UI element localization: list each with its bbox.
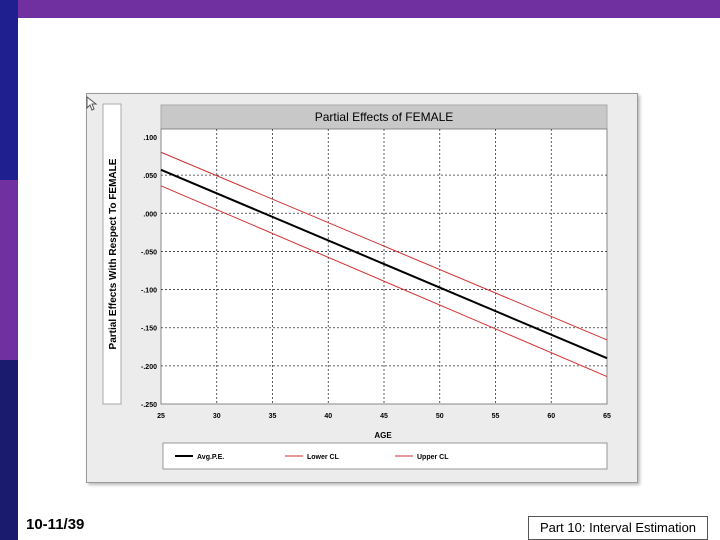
top-bar: [0, 0, 720, 18]
x-tick-label: 30: [213, 413, 221, 420]
x-tick-label: 40: [324, 413, 332, 420]
slide-number: 10-11/39: [26, 516, 85, 533]
y-tick-label: -.100: [141, 288, 157, 295]
y-tick-label: .100: [143, 135, 157, 142]
series-lines: [160, 151, 608, 377]
legend: Avg.P.E. Lower CL Upper CL: [175, 454, 449, 461]
x-tick-labels: 25 30 35 40 45 50 55 60 65: [157, 413, 611, 420]
series-line-lower-cl: [160, 185, 608, 377]
series-line-avg-p-e-: [160, 168, 608, 360]
sidebar-block-top: [0, 0, 18, 180]
legend-entry: Upper CL: [417, 454, 449, 461]
y-tick-label: -.150: [141, 326, 157, 333]
x-tick-label: 35: [269, 413, 277, 420]
x-tick-label: 50: [436, 413, 444, 420]
x-tick-label: 45: [380, 413, 388, 420]
chart-title-bar: [160, 104, 608, 130]
legend-entry: Lower CL: [307, 454, 340, 461]
y-axis-label-panel: [102, 103, 122, 405]
y-tick-label: -.200: [141, 364, 157, 371]
y-tick-label: -.050: [141, 249, 157, 256]
x-tick-label: 55: [492, 413, 500, 420]
mouse-pointer-icon: [86, 96, 98, 111]
chart-svg: Partial Effects With Respect To FEMALE P…: [102, 103, 611, 470]
legend-entry: Avg.P.E.: [197, 454, 224, 461]
chart-title: Partial Effects of FEMALE: [315, 110, 454, 124]
y-tick-label: -.250: [141, 402, 157, 409]
x-axis-label: AGE: [374, 431, 392, 440]
x-tick-label: 25: [157, 413, 165, 420]
chart-window: Partial Effects With Respect To FEMALE P…: [86, 93, 638, 483]
x-tick-label: 65: [603, 413, 611, 420]
y-axis-label: Partial Effects With Respect To FEMALE: [108, 158, 119, 349]
x-tick-label: 60: [547, 413, 555, 420]
legend-box: [162, 442, 608, 470]
left-sidebar: [0, 0, 18, 540]
y-tick-label: .000: [143, 211, 157, 218]
sidebar-block-bottom: [0, 360, 18, 540]
footer-title: Part 10: Interval Estimation: [528, 516, 708, 540]
sidebar-block-middle: [0, 180, 18, 360]
series-line-upper-cl: [160, 151, 608, 341]
y-tick-label: .050: [143, 173, 157, 180]
y-tick-labels: .100 .050 .000 -.050 -.100 -.150 -.200 -.250: [141, 135, 157, 409]
grid-lines: [161, 129, 607, 404]
